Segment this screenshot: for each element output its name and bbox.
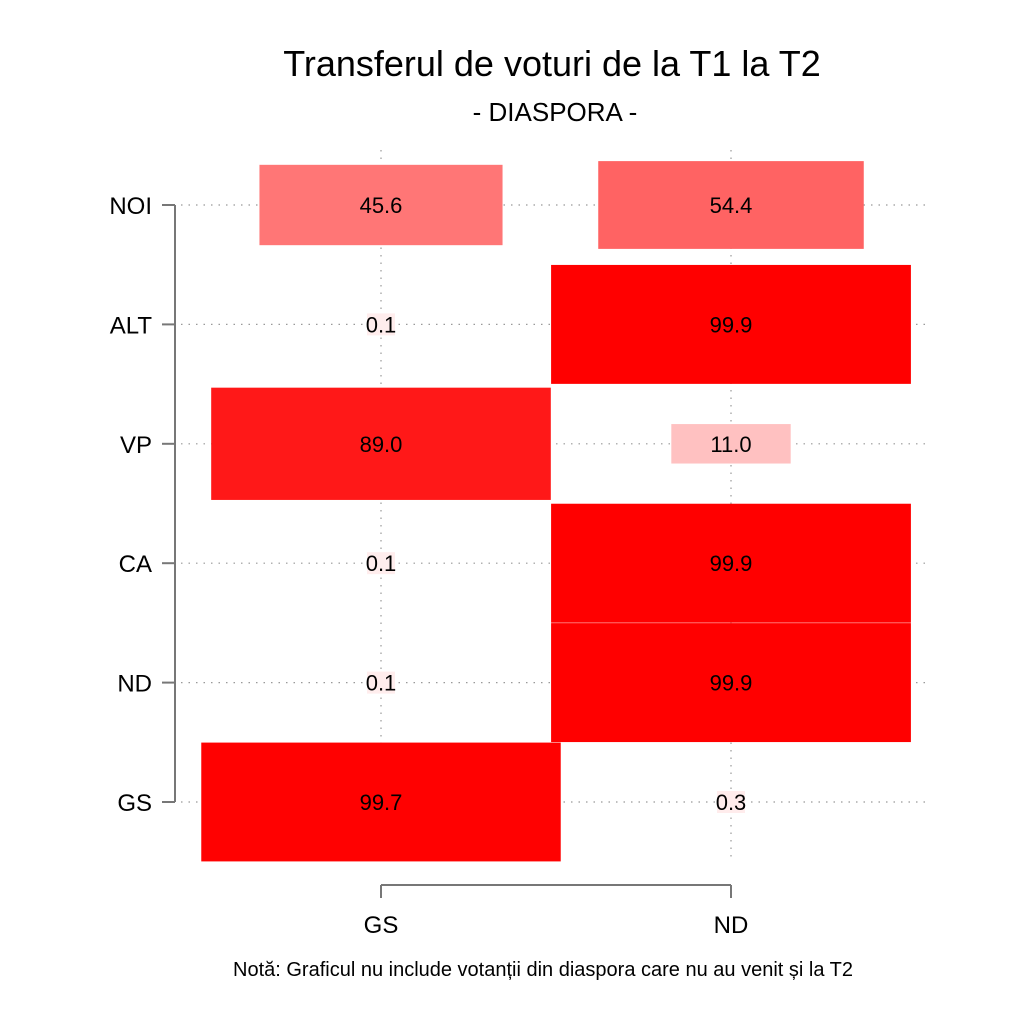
cell-value-label: 99.7	[360, 790, 403, 815]
heatmap-cell	[551, 264, 911, 384]
cell-value-label: 0.3	[716, 790, 747, 815]
y-tick-label: GS	[117, 790, 152, 817]
heatmap-cell	[211, 387, 551, 500]
heatmap-cell	[671, 424, 791, 464]
cell-value-label: 54.4	[710, 193, 753, 218]
y-tick-label: ND	[117, 671, 152, 698]
heatmap-cell	[551, 503, 911, 623]
cell-value-label: 99.9	[710, 551, 753, 576]
y-tick-label: ALT	[110, 312, 153, 339]
cell-value-label: 45.6	[360, 193, 403, 218]
y-tick-label: NOI	[109, 193, 152, 220]
cell-value-label: 0.1	[366, 551, 397, 576]
heatmap-cell	[551, 623, 911, 743]
heatmap-cell	[367, 671, 395, 694]
y-tick-label: VP	[120, 432, 152, 459]
heatmap-cell	[717, 791, 745, 813]
heatmap-cell	[598, 161, 864, 249]
heatmap-cell	[367, 552, 395, 575]
cell-value-label: 99.9	[710, 671, 753, 696]
y-tick-label: CA	[119, 551, 152, 578]
cell-value-label: 0.1	[366, 671, 397, 696]
chart-note: Notă: Graficul nu include votanții din d…	[233, 959, 853, 981]
cell-value-label: 89.0	[360, 432, 403, 457]
cell-value-label: 99.9	[710, 312, 753, 337]
cell-value-label: 11.0	[710, 432, 751, 457]
cell-value-label: 0.1	[366, 312, 397, 337]
heatmap-cell	[367, 313, 395, 336]
chart-title: Transferul de voturi de la T1 la T2	[283, 43, 821, 84]
x-tick-label: ND	[714, 912, 749, 939]
heatmap-cell	[259, 164, 503, 246]
chart-subtitle: - DIASPORA -	[473, 97, 638, 127]
x-tick-label: GS	[364, 912, 399, 939]
axes: NOI ALT VP CA ND GS GS ND	[109, 193, 748, 939]
heatmap-cells: 45.6 54.4 0.1 99.9 89.0 11.0 0.1 99.9 0.1 99.9 99.…	[201, 161, 911, 862]
heatmap-cell	[201, 742, 561, 862]
